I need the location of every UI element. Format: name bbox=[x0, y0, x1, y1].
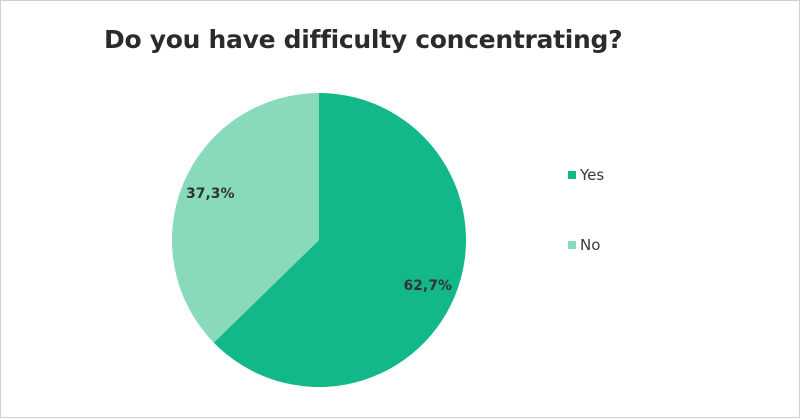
data-label-yes: 62,7% bbox=[403, 278, 452, 294]
data-label-no: 37,3% bbox=[186, 186, 235, 202]
pie-slice-yes bbox=[213, 93, 466, 387]
legend-label-no: No bbox=[580, 236, 601, 254]
legend-label-yes: Yes bbox=[580, 166, 605, 184]
legend-item-yes: Yes bbox=[568, 165, 604, 185]
legend-item-no: No bbox=[568, 235, 604, 255]
legend: Yes No bbox=[568, 165, 604, 305]
pie-slices bbox=[172, 93, 466, 387]
legend-swatch-no bbox=[568, 241, 576, 249]
pie-slice-no bbox=[172, 93, 319, 343]
chart-title: Do you have difficulty concentrating? bbox=[104, 25, 623, 54]
legend-swatch-yes bbox=[568, 171, 576, 179]
pie-data-labels: 62,7% 37,3% bbox=[186, 186, 452, 294]
